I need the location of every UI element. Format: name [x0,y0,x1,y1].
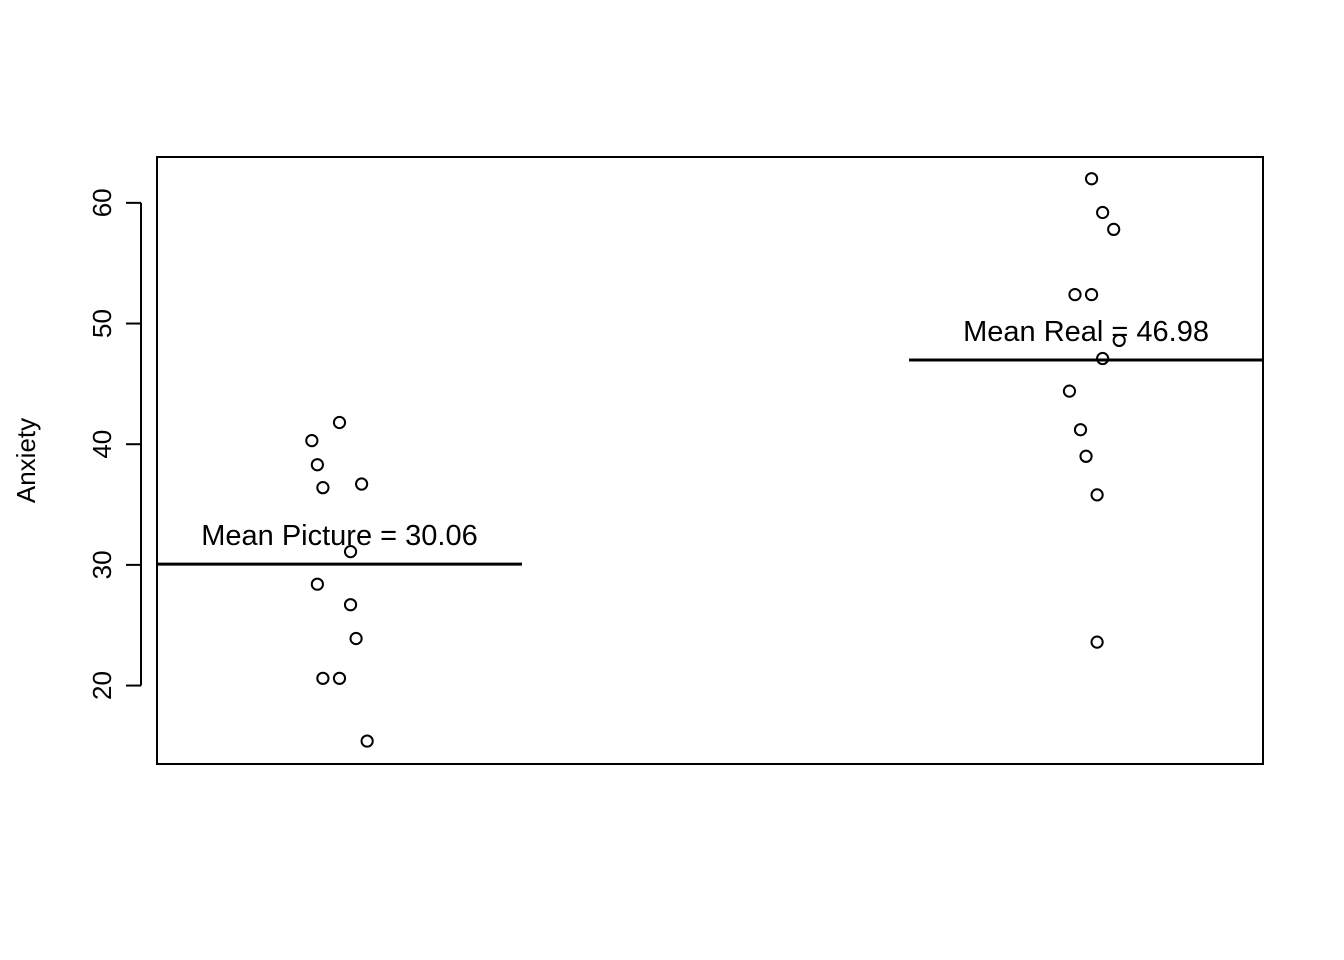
data-point-g2-9 [1073,423,1088,437]
y-tick-label: 20 [87,671,117,700]
y-tick-label: 40 [87,430,117,459]
data-point-g2-7 [1096,351,1110,366]
data-point-g2-11 [1090,488,1104,502]
data-point-g1-6 [343,545,358,559]
data-point-g2-6 [1112,333,1126,348]
data-point-g1-11 [332,671,347,685]
data-point-g2-8 [1062,384,1077,398]
y-tick-label: 30 [87,550,117,579]
y-tick-label: 60 [87,188,117,217]
mean-label-2: Mean Real = 46.98 [963,316,1209,348]
data-point-g2-10 [1079,449,1093,463]
data-point-g1-1 [305,433,319,448]
data-point-g1-12 [360,734,374,748]
data-point-g1-4 [332,415,347,430]
plot-box [156,156,1264,765]
data-point-g2-12 [1090,635,1104,649]
mean-lines [157,358,1263,566]
mean-label-1: Mean Picture = 30.06 [201,520,477,552]
data-point-g2-2 [1096,205,1110,220]
data-point-g1-5 [355,477,369,491]
y-axis: 20 30 40 50 60 [87,188,142,700]
data-point-g2-4 [1068,287,1082,302]
mean-annotations: Mean Picture = 30.06 Mean Real = 46.98 [201,316,1209,552]
data-point-g1-10 [316,671,330,685]
data-point-g1-2 [310,458,324,472]
data-point-g1-8 [343,598,358,612]
data-point-g2-5 [1084,287,1099,302]
data-point-g2-3 [1107,222,1121,237]
data-point-g1-9 [349,631,363,646]
y-tick-label: 50 [87,309,117,338]
y-axis-label: Anxiety [11,418,41,503]
data-point-g2-1 [1084,172,1099,186]
data-point-g1-7 [310,577,324,591]
data-points [305,172,1126,748]
data-point-g1-3 [316,481,330,495]
